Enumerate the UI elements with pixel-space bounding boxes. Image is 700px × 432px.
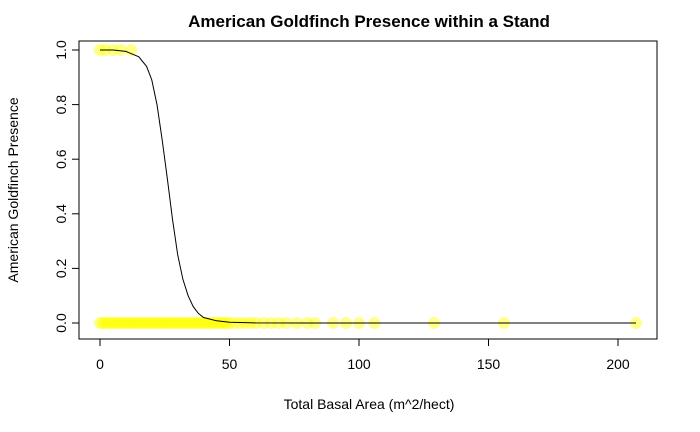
data-point bbox=[158, 317, 171, 329]
data-point bbox=[127, 317, 140, 329]
data-point bbox=[114, 44, 127, 56]
x-axis: 0 50 100 150 200 bbox=[96, 338, 630, 372]
data-point bbox=[233, 317, 246, 329]
data-point bbox=[197, 317, 210, 329]
data-point bbox=[143, 317, 156, 329]
data-point bbox=[101, 317, 114, 329]
data-point bbox=[218, 317, 231, 329]
chart-title: American Goldfinch Presence within a Sta… bbox=[188, 12, 550, 31]
data-point bbox=[114, 317, 127, 329]
x-axis-label: Total Basal Area (m^2/hect) bbox=[284, 396, 455, 412]
data-point bbox=[117, 317, 130, 329]
data-point bbox=[156, 317, 169, 329]
y-tick-label: 0.0 bbox=[53, 313, 69, 333]
data-point bbox=[161, 317, 174, 329]
data-point bbox=[107, 317, 119, 329]
y-tick-label: 0.2 bbox=[53, 258, 69, 278]
data-point bbox=[179, 317, 192, 329]
data-point bbox=[119, 317, 132, 329]
data-point bbox=[192, 317, 205, 329]
data-point bbox=[109, 317, 122, 329]
data-point bbox=[151, 317, 163, 329]
x-tick-label: 150 bbox=[477, 356, 501, 372]
data-point bbox=[189, 317, 202, 329]
fitted-logistic-curve bbox=[100, 49, 637, 324]
data-point bbox=[130, 317, 143, 329]
data-point bbox=[208, 317, 220, 329]
data-point bbox=[125, 44, 138, 56]
data-point bbox=[228, 317, 241, 329]
data-point bbox=[132, 317, 145, 329]
data-point bbox=[200, 317, 213, 329]
data-point bbox=[125, 317, 138, 329]
data-point bbox=[223, 317, 236, 329]
y-axis-label: American Goldfinch Presence bbox=[5, 97, 21, 282]
x-tick-label: 0 bbox=[96, 356, 104, 372]
data-point bbox=[96, 317, 109, 329]
data-point bbox=[171, 317, 184, 329]
data-point bbox=[138, 317, 150, 329]
data-point bbox=[187, 317, 200, 329]
data-point bbox=[176, 317, 189, 329]
plot-frame bbox=[78, 40, 658, 340]
data-point bbox=[182, 317, 195, 329]
data-point bbox=[213, 317, 226, 329]
data-point bbox=[122, 317, 135, 329]
data-point bbox=[174, 317, 187, 329]
y-tick-label: 0.8 bbox=[53, 95, 69, 115]
y-tick-label: 0.6 bbox=[53, 149, 69, 169]
data-point bbox=[195, 317, 207, 329]
x-tick-label: 100 bbox=[347, 356, 371, 372]
y-tick-label: 1.0 bbox=[53, 40, 69, 60]
data-point bbox=[169, 317, 182, 329]
data-point bbox=[220, 317, 233, 329]
data-point bbox=[184, 317, 197, 329]
data-point bbox=[153, 317, 166, 329]
data-point bbox=[166, 317, 179, 329]
data-point bbox=[99, 317, 112, 329]
data-point bbox=[135, 317, 148, 329]
data-point bbox=[163, 317, 176, 329]
data-point bbox=[215, 317, 228, 329]
x-tick-label: 200 bbox=[606, 356, 630, 372]
data-point bbox=[140, 317, 153, 329]
data-point bbox=[145, 317, 158, 329]
data-point bbox=[94, 317, 106, 329]
data-point bbox=[104, 317, 117, 329]
points-layer bbox=[94, 44, 643, 329]
y-axis: 0.0 0.2 0.4 0.6 0.8 1.0 bbox=[53, 40, 80, 333]
x-tick-label: 50 bbox=[222, 356, 238, 372]
data-point bbox=[148, 317, 161, 329]
y-tick-label: 0.4 bbox=[53, 204, 69, 224]
data-point bbox=[112, 317, 125, 329]
